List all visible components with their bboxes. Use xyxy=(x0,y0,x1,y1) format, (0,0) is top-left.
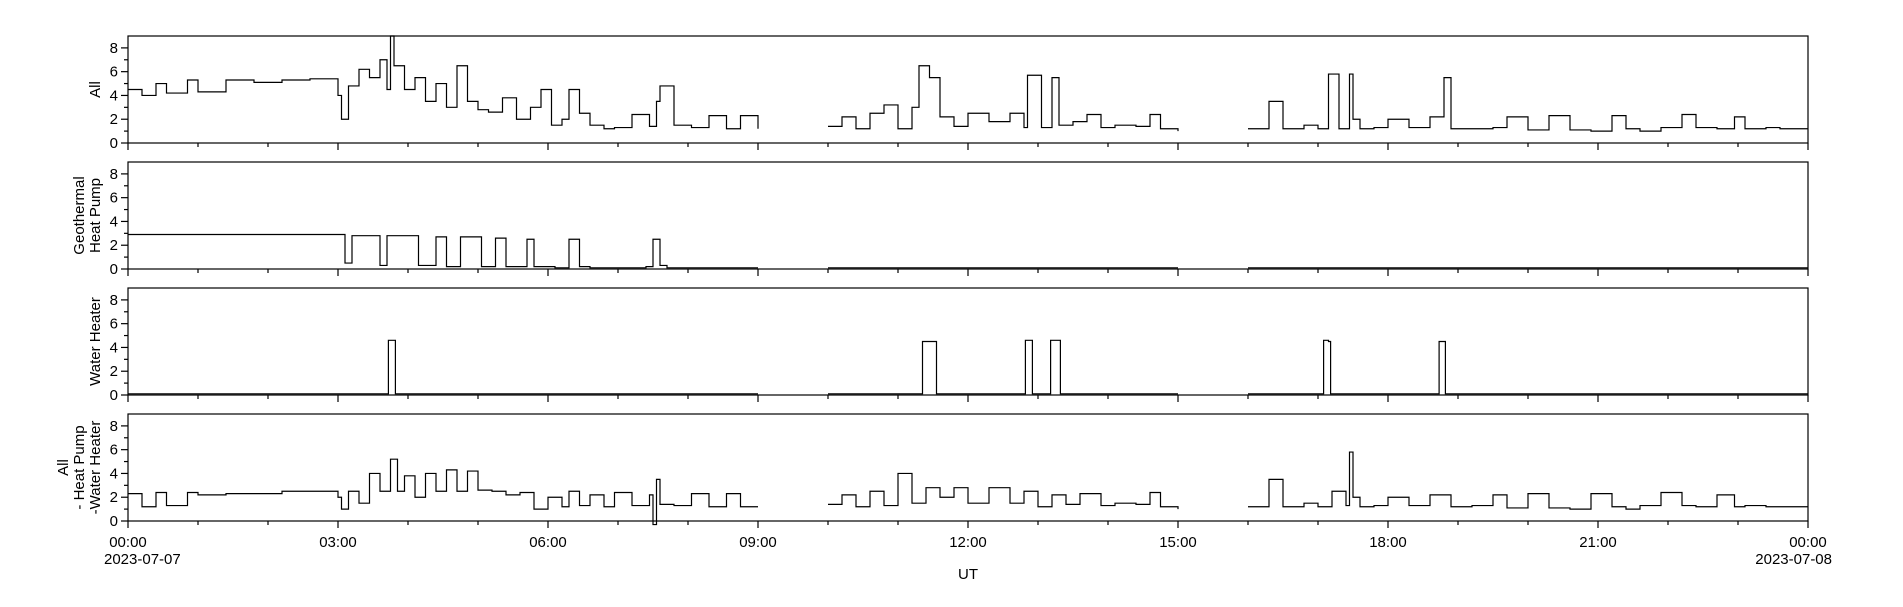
y-axis-label: - Heat Pump xyxy=(71,425,88,509)
y-tick-label: 0 xyxy=(110,261,118,278)
y-axis-label: -Water Heater xyxy=(87,421,104,515)
y-tick-label: 4 xyxy=(110,339,118,356)
y-tick-label: 8 xyxy=(110,40,118,57)
panel-frame xyxy=(127,413,1809,522)
x-tick-label: 03:00 xyxy=(319,534,357,551)
x-tick-label: 12:00 xyxy=(949,534,987,551)
y-axis-label: Heat Pump xyxy=(87,178,104,253)
series-line xyxy=(128,233,1808,269)
y-tick-label: 0 xyxy=(110,387,118,404)
y-tick-label: 2 xyxy=(110,111,118,128)
y-tick-label: 8 xyxy=(110,292,118,309)
panel-2: 0 2 4 6 8 Geothermal Heat Pump xyxy=(71,161,1809,278)
panel-3: 0 2 4 6 8 Water Heater xyxy=(87,287,1809,404)
x-tick-label: 09:00 xyxy=(739,534,777,551)
y-tick-label: 6 xyxy=(110,442,118,459)
x-tick-label: 18:00 xyxy=(1369,534,1407,551)
y-tick-label: 2 xyxy=(110,489,118,506)
panel-4: 0 2 4 6 8 All - Heat Pump -Water Heater xyxy=(55,413,1809,530)
x-tick-date: 2023-07-08 xyxy=(1755,551,1832,568)
x-tick-label: 00:00 xyxy=(1789,534,1827,551)
x-tick-label: 15:00 xyxy=(1159,534,1197,551)
y-tick-label: 8 xyxy=(110,418,118,435)
y-tick-label: 0 xyxy=(110,513,118,530)
x-tick-label: 00:00 xyxy=(109,534,147,551)
y-axis-label: All xyxy=(55,459,72,476)
y-tick-label: 0 xyxy=(110,135,118,152)
series-line xyxy=(128,35,1808,132)
y-axis-label: All xyxy=(87,81,104,98)
panel-1: 0 2 4 6 8 All xyxy=(87,35,1809,152)
x-tick-label: 21:00 xyxy=(1579,534,1617,551)
y-axis-label: Geothermal xyxy=(71,176,88,254)
y-tick-label: 4 xyxy=(110,87,118,104)
y-axis-label: Water Heater xyxy=(87,297,104,386)
y-tick-label: 8 xyxy=(110,166,118,183)
x-tick-label: 06:00 xyxy=(529,534,567,551)
y-tick-label: 6 xyxy=(110,316,118,333)
y-tick-label: 4 xyxy=(110,213,118,230)
y-tick-label: 6 xyxy=(110,64,118,81)
y-tick-label: 6 xyxy=(110,190,118,207)
x-axis-label: UT xyxy=(958,566,978,583)
panel-frame xyxy=(127,287,1809,396)
series-line xyxy=(128,451,1808,526)
x-tick-date: 2023-07-07 xyxy=(104,551,181,568)
y-tick-label: 4 xyxy=(110,465,118,482)
y-tick-label: 2 xyxy=(110,237,118,254)
y-tick-label: 2 xyxy=(110,363,118,380)
series-line xyxy=(128,339,1808,395)
